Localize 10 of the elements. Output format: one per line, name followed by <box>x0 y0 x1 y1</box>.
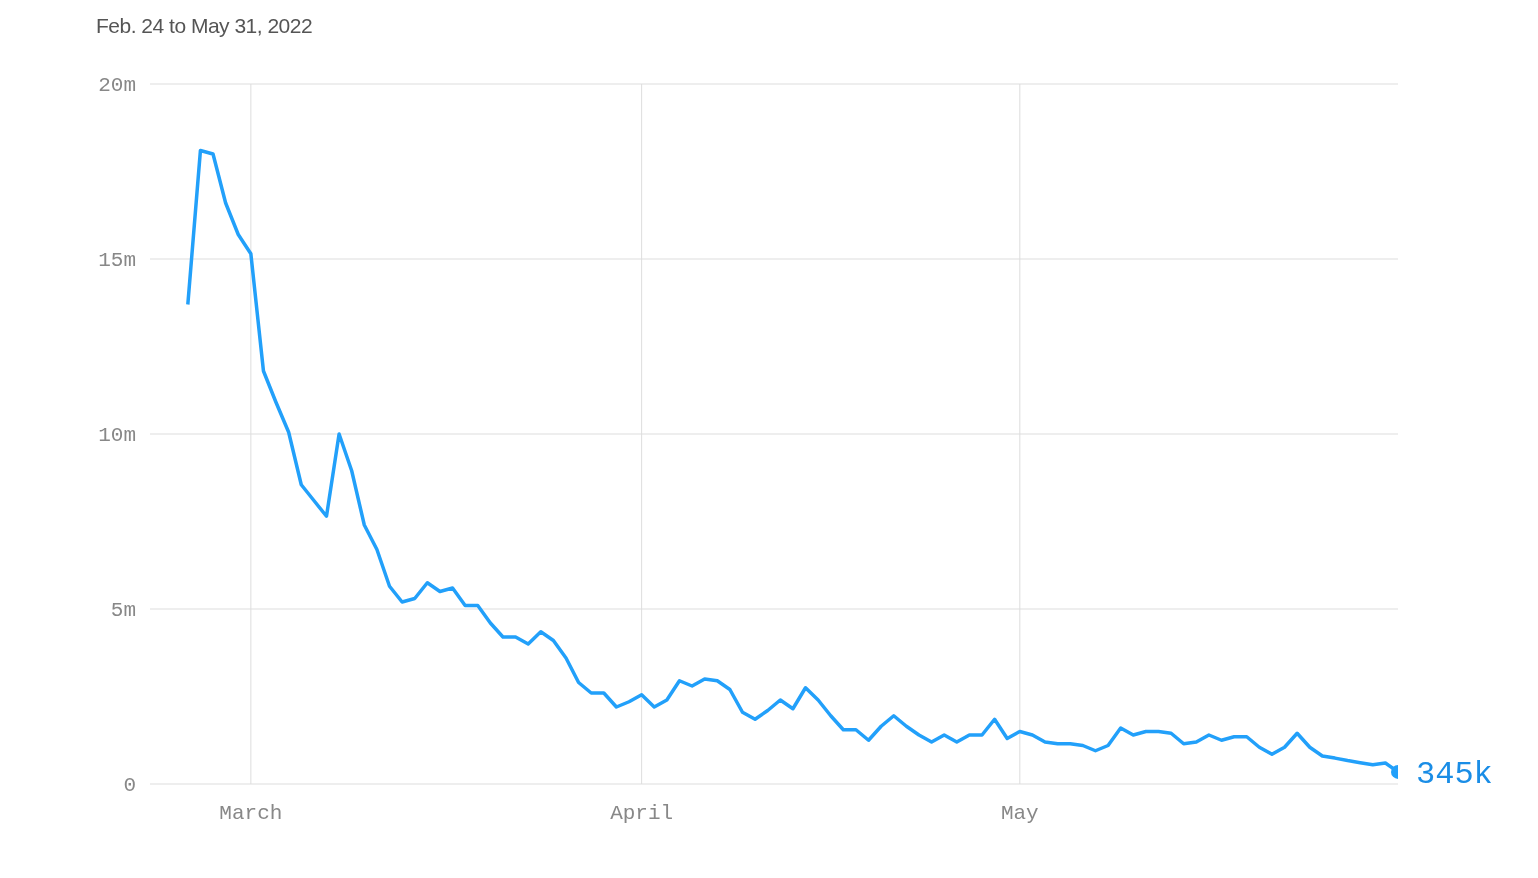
y-tick-label: 0 <box>123 774 136 798</box>
x-tick-label: March <box>219 801 283 825</box>
y-tick-label: 15m <box>98 249 136 273</box>
data-label: 345k <box>1416 755 1493 793</box>
x-tick-label: April <box>610 801 674 825</box>
chart-title: Feb. 24 to May 31, 2022 <box>96 14 314 39</box>
y-tick-label: 10m <box>98 424 136 448</box>
y-tick-label: 5m <box>110 599 136 623</box>
y-tick-label: 20m <box>98 74 136 98</box>
x-tick-label: May <box>1000 801 1039 825</box>
